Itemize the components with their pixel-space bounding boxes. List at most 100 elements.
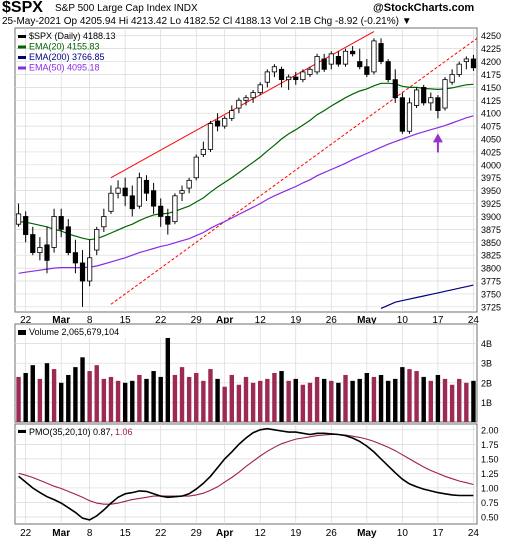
x-tick-label: 12 (255, 528, 267, 539)
volume-bar (279, 371, 284, 422)
price-tick-label: 3975 (481, 173, 501, 183)
volume-bar (94, 365, 99, 422)
x-tick-label: 17 (432, 528, 444, 539)
pmo-panel (14, 423, 478, 525)
candle-body (463, 58, 469, 62)
candle-body (385, 61, 391, 81)
volume-bar (265, 378, 270, 422)
volume-bar (101, 378, 107, 422)
candle-body (392, 79, 398, 99)
price-tick-label: 4225 (481, 44, 501, 54)
x-tick-label: 12 (255, 315, 267, 326)
candle-body (293, 76, 299, 81)
candle-body (143, 179, 150, 194)
candle-body (207, 123, 214, 150)
candle-body (435, 97, 441, 112)
legend-swatch (18, 330, 26, 335)
candle-body (421, 86, 427, 104)
symbol-title: $SPX (2, 0, 43, 16)
candle-body (236, 99, 242, 109)
volume-bar (179, 367, 185, 422)
volume-bar (222, 386, 227, 422)
candle-body (378, 43, 384, 62)
candle-body (72, 252, 79, 264)
volume-bar (378, 374, 384, 422)
price-tick-label: 3900 (481, 212, 501, 222)
candle-body (158, 205, 164, 217)
candle-body (58, 216, 64, 230)
x-tick-label: May (357, 315, 377, 326)
volume-bar (58, 382, 64, 422)
volume-bar (435, 374, 441, 422)
candle-body (122, 187, 128, 197)
price-legend-label: $SPX (Daily) 4188.13 (29, 31, 116, 41)
price-tick-label: 4200 (481, 57, 501, 67)
candle-body (350, 50, 356, 55)
volume-bar (393, 378, 398, 422)
volume-bar (130, 380, 135, 422)
x-tick-label: 29 (191, 528, 203, 539)
candle-body (51, 216, 57, 248)
candle-body (193, 156, 199, 179)
price-tick-label: 4075 (481, 122, 501, 132)
x-tick-label: 29 (191, 315, 203, 326)
candle-body (314, 56, 320, 73)
volume-bar (471, 380, 476, 422)
candle-body (406, 102, 413, 132)
price-legend-label: EMA(20) 4155.83 (29, 42, 100, 52)
candle-body (101, 216, 107, 228)
candle-body (250, 92, 256, 99)
volume-bar (357, 378, 362, 422)
x-tick-label: 22 (155, 528, 167, 539)
pmo-signal-line (18, 433, 474, 505)
pmo-legend-label: PMO(35,20,10) 0.87, (29, 427, 113, 437)
volume-bar (272, 373, 277, 422)
volume-bar (364, 373, 370, 422)
price-tick-label: 4000 (481, 160, 501, 170)
candle-body (136, 177, 142, 207)
volume-bar (229, 374, 234, 422)
pmo-line (18, 427, 474, 521)
volume-bar (336, 382, 341, 422)
volume-bar (293, 378, 298, 422)
price-tick-label: 3725 (481, 302, 501, 312)
volume-bar (44, 363, 50, 422)
price-tick-label: 4050 (481, 135, 501, 145)
x-tick-label: Mar (52, 315, 70, 326)
x-tick-label: 22 (20, 528, 32, 539)
x-tick-label: Apr (216, 315, 233, 326)
x-tick-label: 8 (87, 315, 93, 326)
symbol-description: S&P 500 Large Cap Index INDX (55, 3, 198, 14)
price-tick-label: 3825 (481, 251, 501, 261)
candle-body (65, 226, 71, 254)
volume-bar (258, 380, 263, 422)
volume-bar (314, 376, 320, 422)
volume-bar (442, 378, 448, 422)
volume-bar (385, 380, 391, 422)
pmo-tick-label: 1.75 (481, 440, 499, 450)
candle-body (165, 216, 171, 225)
x-tick-label: 26 (326, 528, 338, 539)
candle-body (108, 192, 114, 212)
legend-swatch (18, 45, 26, 49)
volume-bar (73, 367, 78, 422)
candle-body (44, 244, 50, 261)
candle-body (172, 195, 178, 223)
price-tick-label: 3750 (481, 289, 501, 299)
candle-body (200, 148, 206, 155)
legend-swatch (18, 35, 26, 38)
price-tick-label: 4175 (481, 70, 501, 80)
candle-body (278, 68, 285, 81)
volume-bar (243, 376, 249, 422)
price-tick-label: 4250 (481, 31, 501, 41)
volume-bar (172, 374, 178, 422)
candle-body (115, 187, 121, 194)
x-tick-label: 10 (397, 528, 409, 539)
pmo-tick-label: 1.00 (481, 483, 499, 493)
pmo-tick-label: 1.50 (481, 454, 499, 464)
volume-bar (407, 369, 412, 422)
candle-body (321, 58, 327, 70)
price-tick-label: 4025 (481, 147, 501, 157)
candle-body (470, 58, 477, 69)
